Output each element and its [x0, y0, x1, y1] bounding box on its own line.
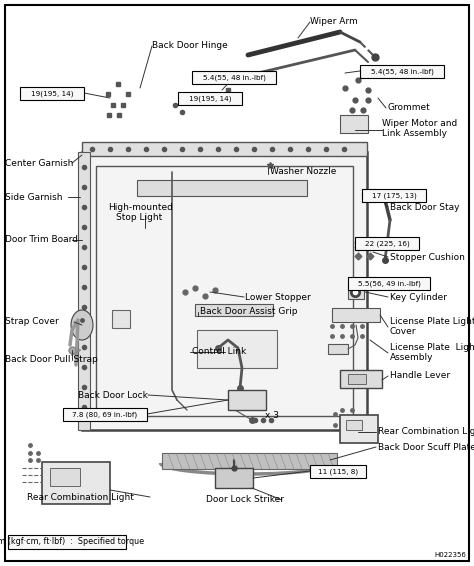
Text: Stopper Cushion: Stopper Cushion	[390, 252, 465, 261]
Bar	[82, 142, 367, 156]
Text: Control Link: Control Link	[192, 348, 246, 357]
Bar	[112, 310, 130, 328]
Bar	[328, 344, 348, 354]
Bar	[348, 374, 366, 384]
Text: 5.5(56, 49 in.-lbf): 5.5(56, 49 in.-lbf)	[357, 280, 420, 287]
Text: Side Garnish: Side Garnish	[5, 192, 63, 201]
Text: License Plate  Light: License Plate Light	[390, 344, 474, 353]
Text: Back Door Assist Grip: Back Door Assist Grip	[200, 307, 298, 316]
Text: Wiper Motor and: Wiper Motor and	[382, 118, 457, 127]
Text: Rear Combination Light: Rear Combination Light	[27, 492, 134, 501]
Text: 5.4(55, 48 in.-lbf): 5.4(55, 48 in.-lbf)	[371, 68, 433, 75]
Text: Back Door Hinge: Back Door Hinge	[152, 41, 228, 50]
Bar	[340, 115, 368, 133]
Bar	[348, 285, 364, 299]
Text: Back Door Pull Strap: Back Door Pull Strap	[5, 355, 98, 365]
Bar	[360, 65, 444, 78]
Text: Washer Nozzle: Washer Nozzle	[270, 168, 337, 177]
Bar	[50, 468, 80, 486]
Bar	[8, 535, 126, 549]
Text: Assembly: Assembly	[390, 354, 434, 362]
Bar	[82, 152, 367, 430]
Text: 19(195, 14): 19(195, 14)	[189, 95, 231, 102]
Text: Center Garnish: Center Garnish	[5, 158, 73, 168]
Bar	[20, 87, 84, 100]
Bar	[42, 462, 110, 504]
Bar	[195, 304, 273, 316]
Bar	[340, 415, 378, 443]
Text: x 3: x 3	[265, 410, 279, 419]
Bar	[96, 166, 353, 416]
Bar	[362, 189, 426, 202]
Text: High-mounted: High-mounted	[108, 204, 173, 212]
Bar	[215, 468, 253, 488]
Text: Rear Combination Light: Rear Combination Light	[378, 427, 474, 436]
Bar	[197, 330, 277, 368]
Bar	[228, 390, 266, 410]
Text: Handle Lever: Handle Lever	[390, 371, 450, 380]
Text: Wiper Arm: Wiper Arm	[310, 18, 358, 27]
Bar	[78, 152, 90, 430]
Text: 7.8 (80, 69 in.-lbf): 7.8 (80, 69 in.-lbf)	[73, 411, 137, 418]
Text: Back Door Lock: Back Door Lock	[78, 391, 148, 400]
Text: Link Assembly: Link Assembly	[382, 128, 447, 138]
Bar	[137, 180, 307, 196]
Bar	[332, 308, 380, 322]
Bar	[348, 277, 430, 290]
Text: 11 (115, 8): 11 (115, 8)	[318, 468, 358, 475]
Text: Key Cylinder: Key Cylinder	[390, 293, 447, 302]
Text: Grommet: Grommet	[388, 104, 431, 113]
Text: H022356: H022356	[434, 552, 466, 558]
Text: N·m (kgf·cm, ft·lbf)  :  Specified torque: N·m (kgf·cm, ft·lbf) : Specified torque	[0, 538, 145, 547]
Ellipse shape	[71, 310, 93, 340]
Bar	[63, 408, 147, 421]
Text: 22 (225, 16): 22 (225, 16)	[365, 240, 410, 247]
Text: 5.4(55, 48 in.-lbf): 5.4(55, 48 in.-lbf)	[202, 74, 265, 81]
Text: Cover: Cover	[390, 328, 417, 337]
Bar	[178, 92, 242, 105]
Text: Door Lock Striker: Door Lock Striker	[206, 495, 284, 504]
Text: Lower Stopper: Lower Stopper	[245, 293, 311, 302]
Bar	[310, 465, 366, 478]
Bar	[355, 237, 419, 250]
Text: License Plate Light: License Plate Light	[390, 318, 474, 327]
Text: 2: 2	[235, 346, 239, 352]
Bar	[340, 370, 382, 388]
Text: Back Door Scuff Plate: Back Door Scuff Plate	[378, 443, 474, 452]
Text: Door Trim Board: Door Trim Board	[5, 235, 78, 245]
Bar	[346, 420, 362, 430]
Text: 19(195, 14): 19(195, 14)	[31, 90, 73, 97]
Bar	[192, 71, 276, 84]
Text: 17 (175, 13): 17 (175, 13)	[372, 192, 416, 199]
Text: Strap Cover: Strap Cover	[5, 318, 59, 327]
Bar	[162, 453, 337, 469]
Text: Back Door Stay: Back Door Stay	[390, 203, 459, 212]
Text: Stop Light: Stop Light	[116, 213, 162, 222]
